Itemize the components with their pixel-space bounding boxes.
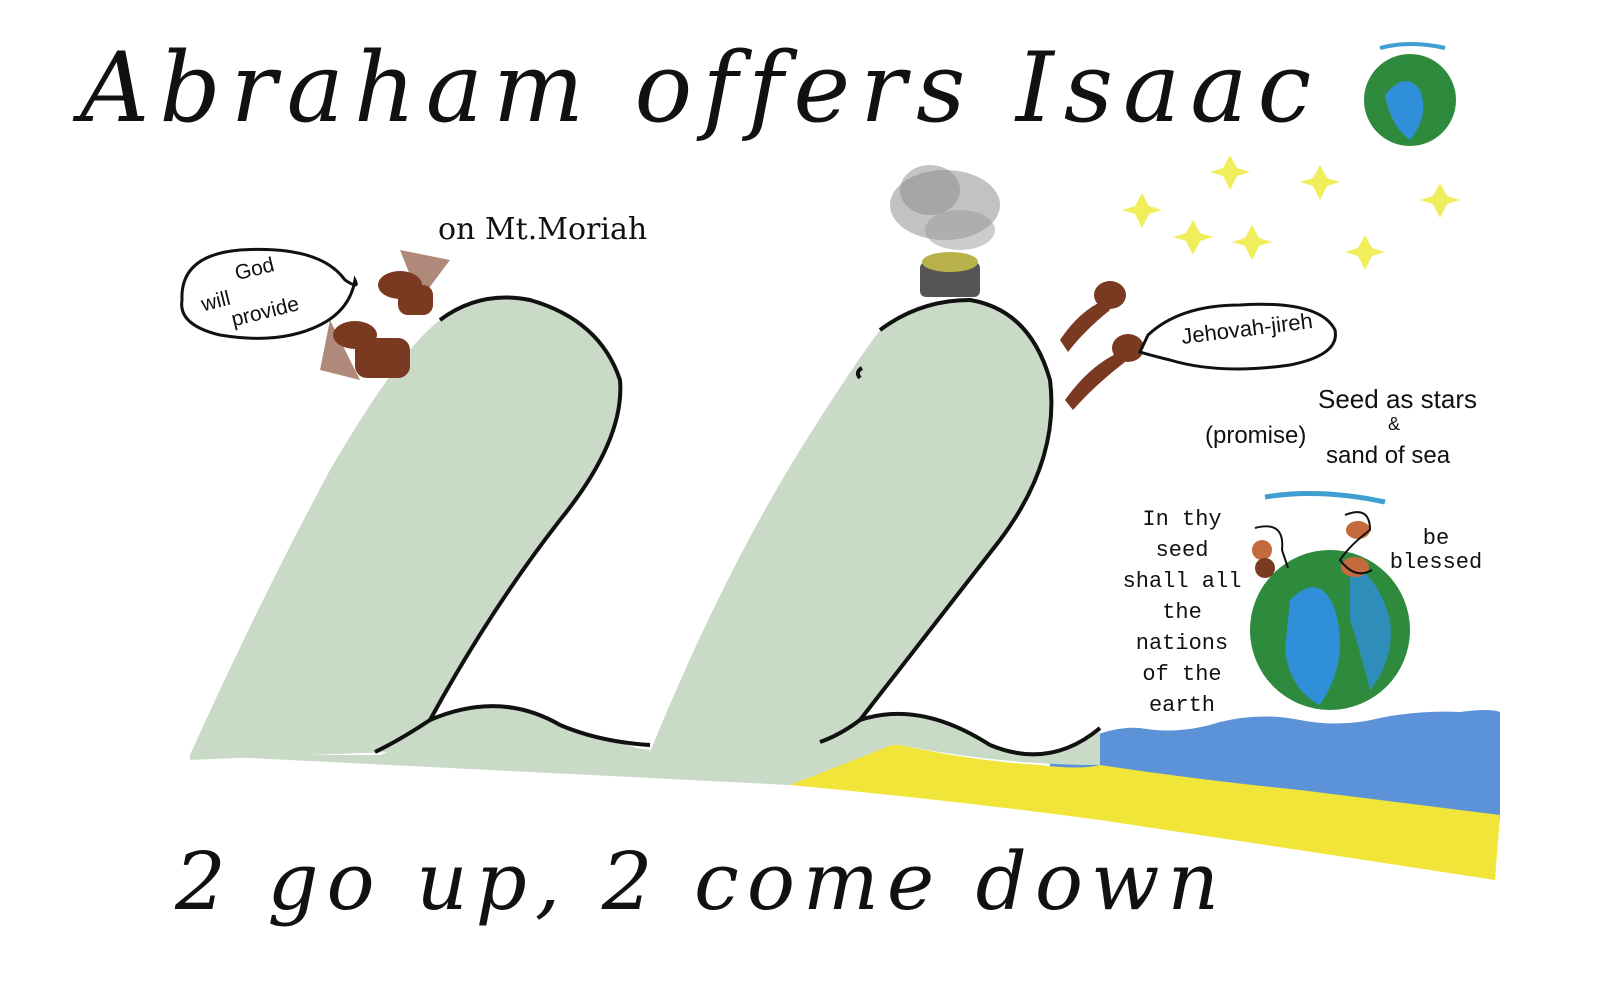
- blessing-line-2: seed: [1155, 538, 1209, 563]
- blessing-line-5: of the: [1142, 662, 1222, 687]
- blessing-right-text: be blessed: [1386, 527, 1486, 575]
- blessing-line-1: In thy: [1142, 507, 1222, 532]
- figures-going-up: [320, 250, 450, 380]
- people-on-globe: [1252, 511, 1373, 578]
- blessing-right-line-1: be: [1422, 526, 1450, 551]
- earth-globe: [1250, 490, 1410, 710]
- page-title: Abraham offers Isaac: [80, 32, 1322, 144]
- blessing-line-3: shall all: [1122, 569, 1242, 594]
- promise-label: (promise): [1205, 422, 1307, 449]
- blessing-line-6: earth: [1148, 693, 1215, 718]
- sand-beach: [790, 740, 1500, 880]
- page-subtitle: 2 go up, 2 come down: [175, 835, 1228, 928]
- figures-coming-down: [1060, 281, 1144, 410]
- blessing-right-line-2: blessed: [1389, 550, 1483, 575]
- speech-bubble-left: [180, 247, 358, 340]
- speech-bubble-right: [1137, 302, 1337, 371]
- promise-line3: sand of sea: [1326, 442, 1451, 469]
- promise-line1: Seed as stars: [1318, 384, 1477, 414]
- numeral-two-left: [190, 297, 650, 770]
- promise-line2: &: [1388, 414, 1401, 434]
- altar-with-smoke: [890, 165, 1000, 297]
- location-label: on Mt.Moriah: [438, 212, 648, 247]
- blessing-line-4: the nations: [1135, 600, 1229, 656]
- stars: [1122, 155, 1460, 270]
- blessing-left-text: In thy seed shall all the nations of the…: [1112, 504, 1252, 721]
- sea: [1050, 710, 1500, 820]
- numeral-two-right: [650, 300, 1100, 780]
- small-globe-icon: [1364, 42, 1456, 146]
